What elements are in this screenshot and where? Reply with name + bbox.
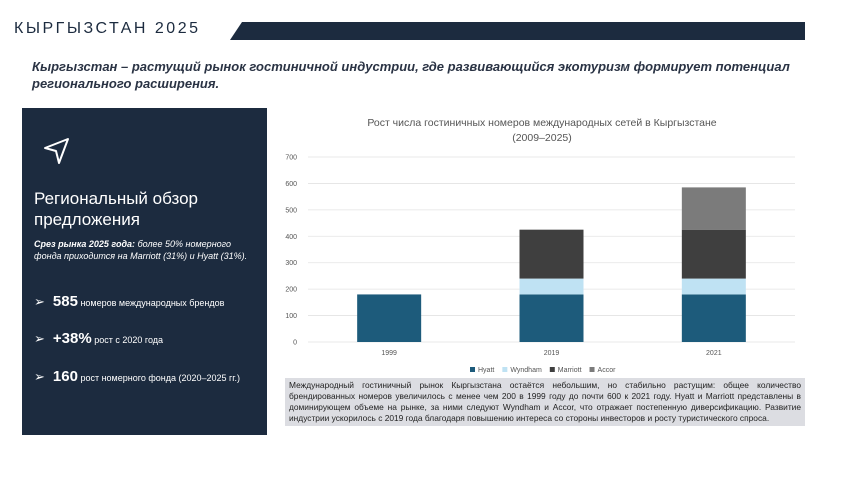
nav-icon [44,138,69,164]
bullet-arrow: ➢ [34,294,45,309]
description: Международный гостиничный рынок Кыргызст… [285,378,805,426]
legend-swatch [549,367,555,372]
y-tick-label: 200 [285,287,297,294]
y-tick-label: 600 [285,181,297,188]
bullet: ➢ 160 рост номерного фонда (2020–2025 гг.… [34,368,262,385]
y-tick-label: 100 [285,313,297,320]
y-tick-label: 400 [285,234,297,241]
legend-label: Marriott [558,367,582,374]
bullet: ➢ +38% рост с 2020 года [34,330,262,347]
chart-title: Рост числа гостиничных номеров междунаро… [367,117,716,129]
header-band [230,22,805,40]
legend-swatch [589,367,595,372]
y-tick-label: 500 [285,207,297,214]
x-tick-label: 1999 [381,350,397,357]
x-tick-label: 2019 [544,350,560,357]
panel-note: Срез рынка 2025 года: более 50% номерног… [34,238,259,262]
bar-segment [519,294,584,342]
x-tick-label: 2021 [706,350,722,357]
bullet-value: 160 [52,368,78,385]
bar-segment [519,229,584,279]
y-tick-label: 700 [285,155,297,162]
legend-label: Accor [598,367,617,374]
bar-segment [681,229,746,279]
note-text: более 50% номерного фонда приходится на … [34,239,248,261]
bar-segment [681,294,746,342]
bullet-arrow: ➢ [34,369,45,384]
legend-swatch [502,367,508,372]
bullet-value: 585 [52,293,78,310]
side-panel: Региональный обзор предложения Срез рынк… [22,108,267,435]
chart-subtitle: (2009–2025) [512,132,572,144]
legend-label: Wyndham [510,367,542,374]
bullet-value: +38% [52,330,92,347]
bullet-arrow: ➢ [34,331,45,346]
note-bold: Срез рынка 2025 года: [34,239,136,249]
bullet: ➢ 585 номеров международных брендов [34,293,262,310]
y-tick-label: 300 [285,260,297,267]
chart: Рост числа гостиничных номеров междунаро… [285,117,795,374]
bar-segment [357,294,422,342]
legend-label: Hyatt [478,367,494,374]
bar-segment [519,278,584,295]
bullet-text: рост номерного фонда (2020–2025 гг.) [80,373,240,383]
y-tick-label: 0 [293,340,297,347]
bar-segment [681,278,746,295]
lead-text: Кыргызстан – растущий рынок гостиничной … [32,59,790,91]
bullet-text: рост с 2020 года [94,335,164,345]
legend-swatch [470,367,475,372]
bullet-text: номеров международных брендов [80,298,225,308]
panel-heading: Региональный обзор предложения [34,189,198,229]
slide-title: КЫРГЫЗСТАН 2025 [14,20,201,37]
bar-segment [681,187,746,230]
